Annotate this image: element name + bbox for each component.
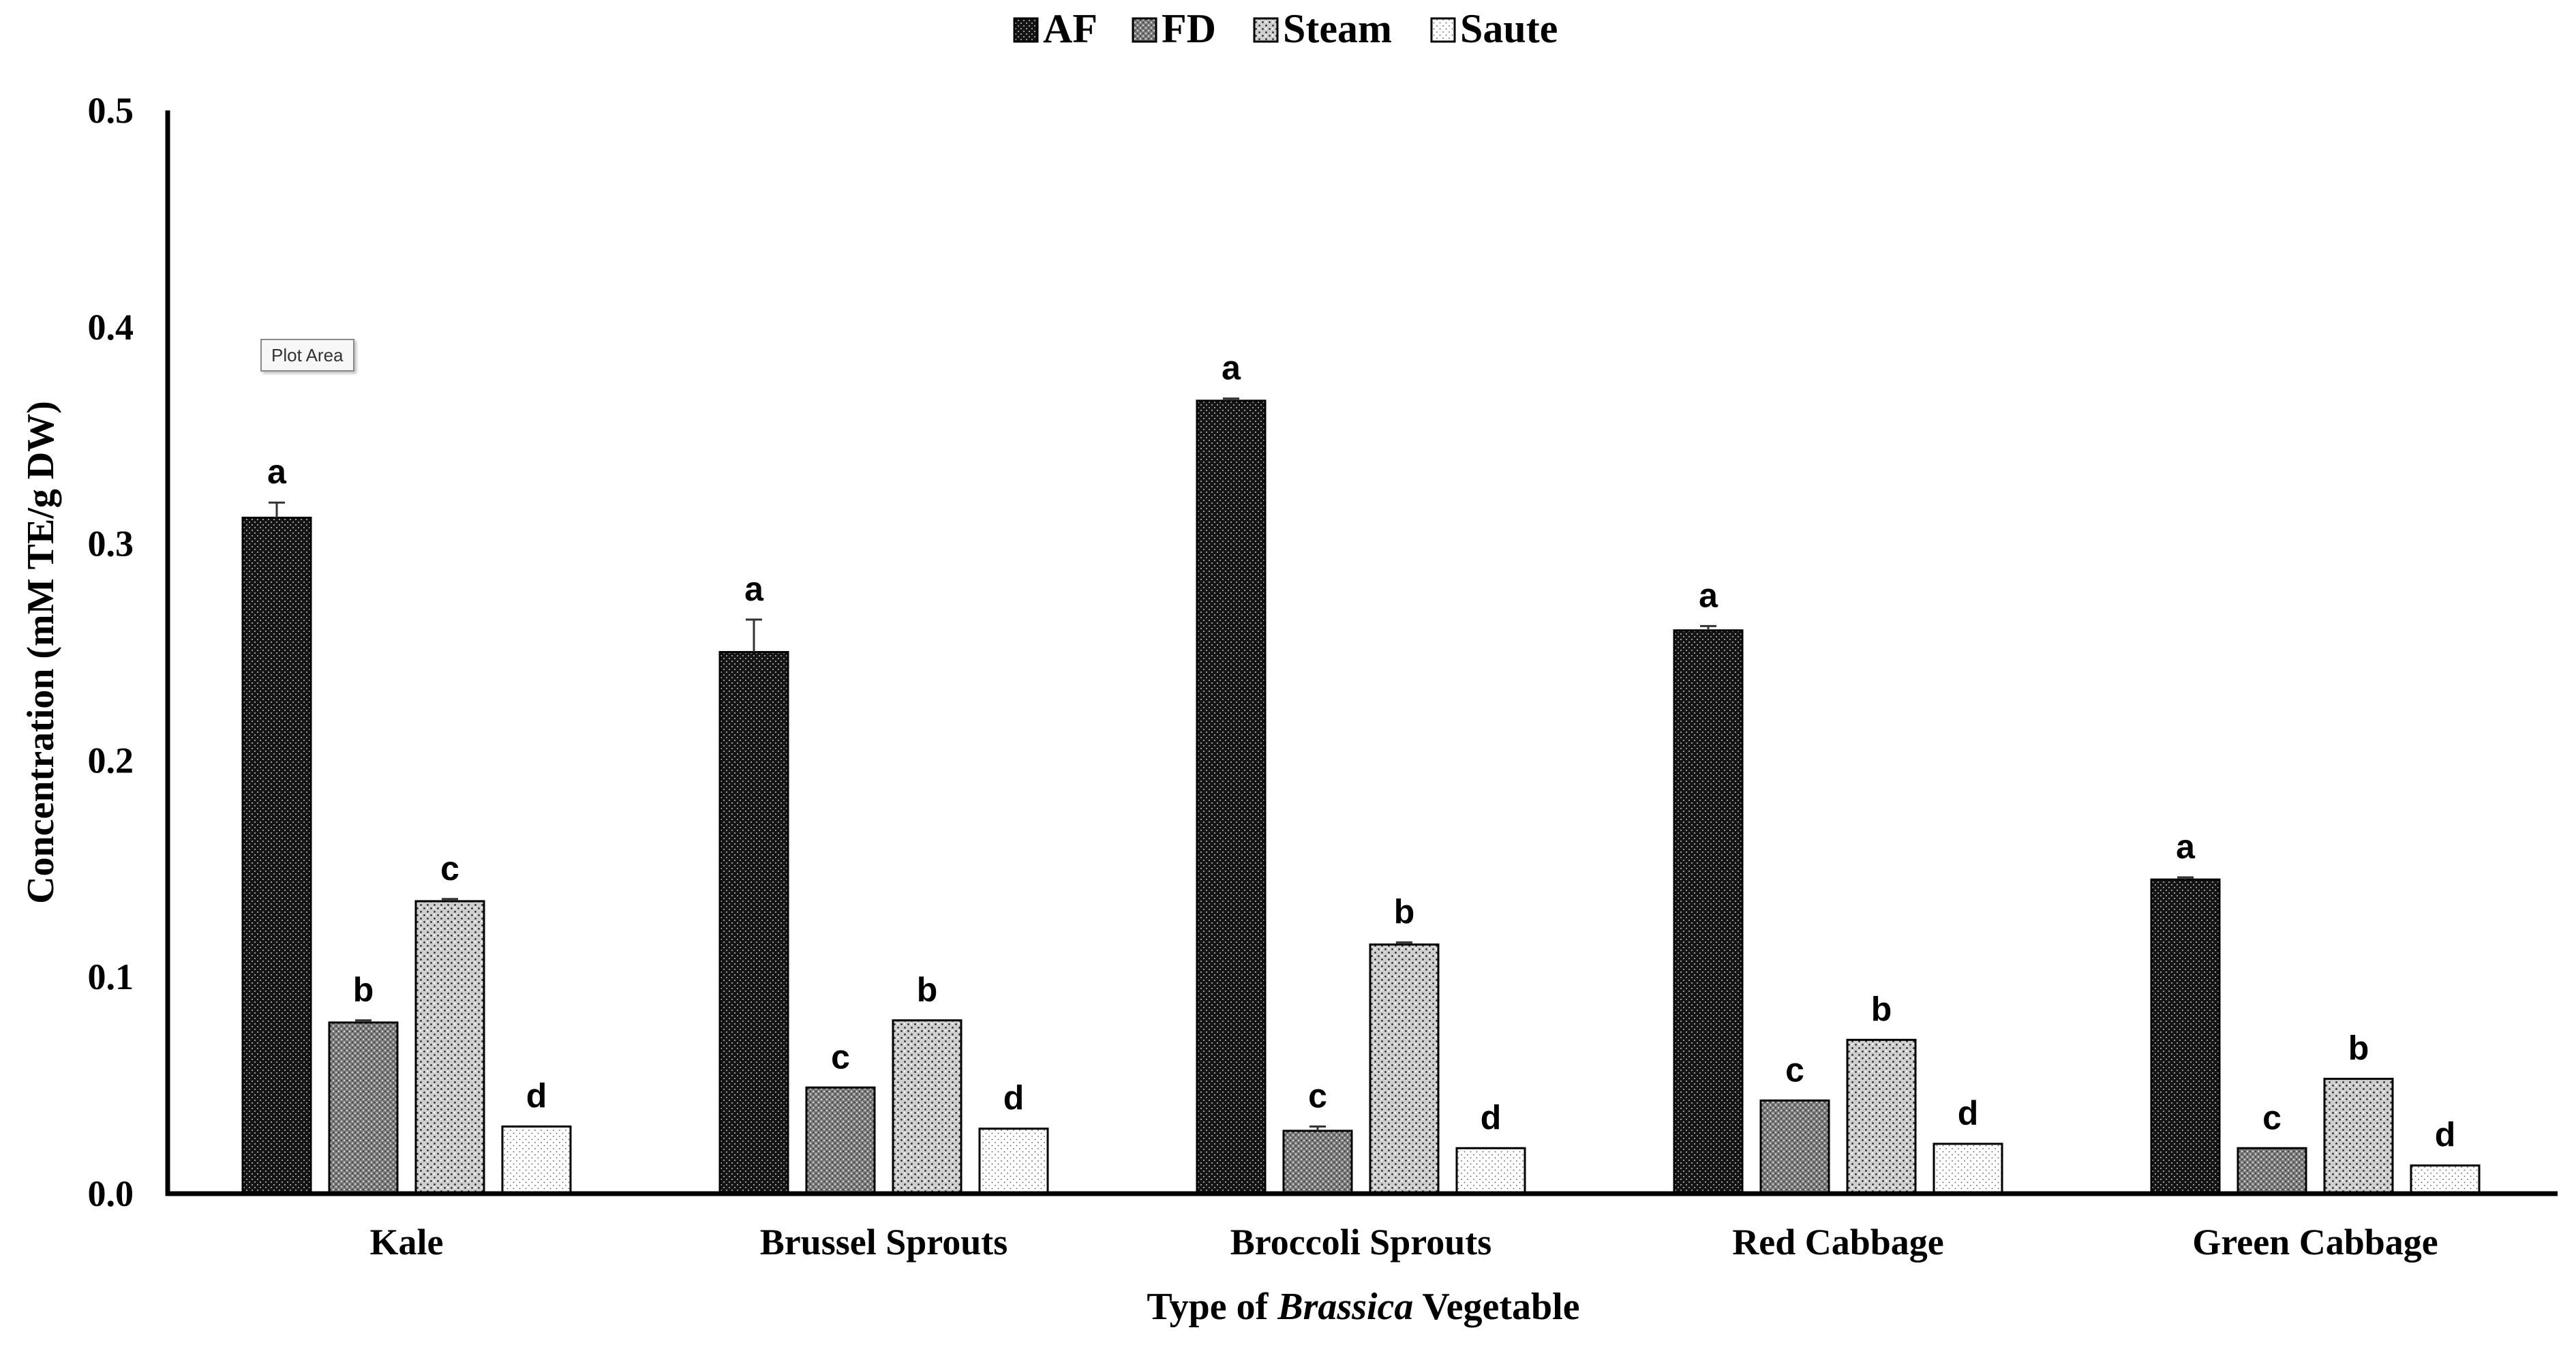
legend-label-fd: FD <box>1162 6 1216 51</box>
legend-swatch-fd <box>1132 17 1157 43</box>
x-axis-title-prefix: Type of <box>1147 1286 1277 1328</box>
significance-letter-broccoli-sprouts-steam: b <box>1394 892 1415 931</box>
bar-green-cabbage-af <box>2150 878 2221 1195</box>
x-axis-title-suffix: Vegetable <box>1413 1286 1579 1328</box>
x-axis-categories: Kale Brussel Sprouts Broccoli Sprouts Red C… <box>370 1222 2438 1263</box>
significance-letter-kale-steam: c <box>440 849 459 888</box>
x-tick-label-kale: Kale <box>370 1222 444 1263</box>
significance-letter-red-cabbage-fd: c <box>1785 1051 1804 1089</box>
x-tick-label-green-cabbage: Green Cabbage <box>2192 1222 2438 1263</box>
bar-broccoli-sprouts-af <box>1196 399 1267 1195</box>
y-tick-label: 0.3 <box>88 524 134 564</box>
significance-letter-kale-saute: d <box>526 1076 547 1115</box>
significance-letter-broccoli-sprouts-af: a <box>1222 349 1241 387</box>
plot-area-tooltip: Plot Area <box>260 339 354 372</box>
bar-red-cabbage-fd <box>1759 1099 1830 1195</box>
bar-broccoli-sprouts-steam <box>1369 943 1440 1195</box>
bar-kale-fd <box>328 1021 399 1195</box>
bar-green-cabbage-fd <box>2237 1147 2307 1195</box>
bars-group: a b c d a c b d a c b d a c b d a c b d <box>241 349 2481 1195</box>
bar-green-cabbage-steam <box>2323 1078 2394 1195</box>
bar-red-cabbage-af <box>1673 629 1744 1195</box>
legend-label-steam: Steam <box>1283 6 1392 51</box>
significance-letter-broccoli-sprouts-saute: d <box>1481 1098 1502 1136</box>
significance-letter-green-cabbage-fd: c <box>2262 1098 2282 1136</box>
bar-red-cabbage-steam <box>1846 1038 1917 1195</box>
bar-brussel-sprouts-saute <box>978 1128 1049 1195</box>
x-tick-label-broccoli-sprouts: Broccoli Sprouts <box>1230 1222 1492 1263</box>
legend-label-saute: Saute <box>1460 6 1558 51</box>
significance-letter-brussel-sprouts-af: a <box>744 570 764 608</box>
y-tick-label: 0.5 <box>88 90 134 131</box>
significance-letter-broccoli-sprouts-fd: c <box>1308 1076 1327 1115</box>
bar-broccoli-sprouts-saute <box>1455 1147 1526 1195</box>
x-axis-title: Type of Brassica Vegetable <box>1147 1286 1579 1328</box>
x-axis-title-genus: Brassica <box>1277 1286 1413 1328</box>
significance-letter-brussel-sprouts-steam: b <box>917 971 938 1009</box>
bar-broccoli-sprouts-fd <box>1282 1130 1353 1195</box>
significance-letter-brussel-sprouts-fd: c <box>831 1038 850 1076</box>
y-axis-ticks: 0.0 0.1 0.2 0.3 0.4 0.5 <box>88 90 134 1214</box>
significance-letter-red-cabbage-steam: b <box>1871 990 1892 1028</box>
significance-letter-kale-af: a <box>267 453 287 491</box>
bar-brussel-sprouts-fd <box>805 1086 876 1195</box>
legend-swatch-af <box>1013 17 1039 43</box>
y-tick-label: 0.0 <box>88 1173 134 1214</box>
y-tick-label: 0.2 <box>88 740 134 781</box>
legend-swatch-steam <box>1253 17 1279 43</box>
y-tick-label: 0.4 <box>88 307 134 348</box>
x-tick-label-brussel-sprouts: Brussel Sprouts <box>760 1222 1008 1263</box>
significance-letter-green-cabbage-af: a <box>2176 828 2196 866</box>
y-axis-title: Concentration (mM TE/g DW) <box>20 401 62 904</box>
bar-brussel-sprouts-steam <box>892 1019 963 1195</box>
significance-letter-red-cabbage-af: a <box>1699 576 1718 614</box>
significance-letter-green-cabbage-steam: b <box>2348 1029 2369 1068</box>
y-tick-label: 0.1 <box>88 956 134 997</box>
x-tick-label-red-cabbage: Red Cabbage <box>1732 1222 1944 1263</box>
legend: AF FD Steam Saute <box>1013 6 1558 51</box>
bar-brussel-sprouts-af <box>718 651 789 1195</box>
significance-letter-green-cabbage-saute: d <box>2435 1116 2456 1154</box>
bar-red-cabbage-saute <box>1933 1143 2003 1195</box>
significance-letter-red-cabbage-saute: d <box>1958 1094 1979 1132</box>
legend-swatch-saute <box>1430 17 1456 43</box>
bar-kale-af <box>241 516 312 1195</box>
significance-letter-brussel-sprouts-saute: d <box>1003 1079 1025 1117</box>
axes <box>165 110 2558 1196</box>
legend-label-af: AF <box>1043 6 1097 51</box>
bar-green-cabbage-saute <box>2410 1164 2481 1195</box>
bar-kale-steam <box>414 900 485 1195</box>
significance-letter-kale-fd: b <box>353 971 374 1009</box>
bar-kale-saute <box>501 1125 572 1195</box>
